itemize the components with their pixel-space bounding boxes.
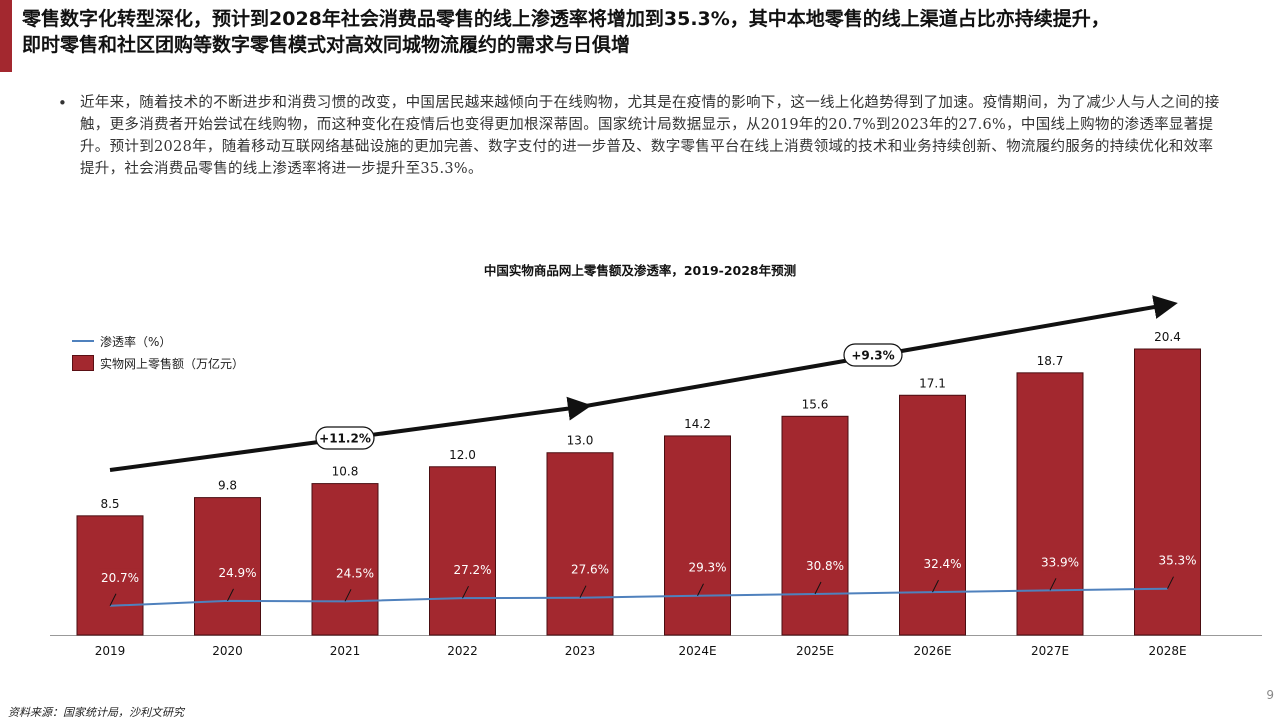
leader-line — [814, 581, 822, 595]
bar-2022 — [429, 466, 496, 636]
penetration-label: 35.3% — [1158, 554, 1196, 568]
bar-2023 — [546, 452, 614, 636]
x-tick-label: 2025E — [796, 644, 834, 658]
page-title: 零售数字化转型深化，预计到2028年社会消费品零售的线上渗透率将增加到35.3%… — [22, 6, 1262, 58]
line-swatch-icon — [72, 340, 94, 342]
penetration-label-bg — [1156, 551, 1199, 569]
bar-value-label: 10.8 — [332, 465, 359, 479]
penetration-label-bg — [216, 563, 259, 581]
legend-label-sales: 实物网上零售额（万亿元） — [100, 356, 245, 371]
bar-value-label: 8.5 — [100, 497, 119, 511]
body-paragraph-text: 近年来，随着技术的不断进步和消费习惯的改变，中国居民越来越倾向于在线购物，尤其是… — [80, 95, 1220, 177]
bar-2026E — [899, 394, 966, 636]
leader-line — [1167, 576, 1174, 589]
penetration-label: 29.3% — [688, 561, 726, 575]
source-note: 资料来源：国家统计局，沙利文研究 — [8, 706, 184, 719]
penetration-label: 33.9% — [1041, 555, 1079, 569]
legend-label-penetration: 渗透率（%） — [100, 334, 172, 349]
penetration-line — [109, 587, 1168, 607]
legend-item-penetration: 渗透率（%） — [72, 330, 244, 352]
bar-value-label: 20.4 — [1154, 330, 1181, 344]
page-number: 9 — [1266, 688, 1274, 702]
x-tick-label: 2023 — [565, 644, 596, 658]
bar-value-label: 17.1 — [919, 376, 946, 390]
penetration-label-bg — [686, 558, 729, 576]
leader-line — [344, 589, 352, 602]
chart-title: 中国实物商品网上零售额及渗透率，2019-2028年预测 — [483, 263, 797, 278]
leader-line — [227, 588, 234, 602]
leader-line — [109, 593, 117, 607]
leader-line — [932, 579, 939, 593]
growth-label: +11.2% — [319, 432, 371, 446]
penetration-label: 27.6% — [571, 563, 609, 577]
body-paragraph: • 近年来，随着技术的不断进步和消费习惯的改变，中国居民越来越倾向于在线购物，尤… — [58, 92, 1228, 180]
x-tick-label: 2024E — [678, 644, 716, 658]
penetration-label-bg — [569, 560, 611, 578]
penetration-label-bg — [1039, 553, 1081, 571]
bar-value-label: 12.0 — [449, 448, 476, 462]
bar-value-label: 18.7 — [1037, 354, 1064, 368]
growth-badge — [315, 426, 375, 450]
bar-2027E — [1016, 372, 1084, 636]
bar-2028E — [1134, 348, 1201, 636]
x-tick-label: 2022 — [447, 644, 478, 658]
bar-value-label: 9.8 — [218, 479, 237, 493]
accent-bar — [0, 0, 12, 72]
page-title-line-2: 即时零售和社区团购等数字零售模式对高效同城物流履约的需求与日俱增 — [22, 34, 631, 56]
x-tick-label: 2026E — [913, 644, 951, 658]
penetration-label: 30.8% — [806, 559, 844, 573]
x-tick-label: 2021 — [330, 644, 361, 658]
penetration-label: 24.9% — [218, 566, 256, 580]
penetration-label: 20.7% — [101, 571, 139, 585]
legend-item-sales: 实物网上零售额（万亿元） — [72, 352, 244, 374]
bullet-dot-icon: • — [58, 94, 67, 112]
penetration-label-bg — [804, 556, 846, 574]
bar-2025E — [781, 415, 849, 636]
penetration-label-bg — [99, 568, 141, 586]
x-tick-label: 2027E — [1031, 644, 1069, 658]
penetration-label: 24.5% — [336, 566, 374, 580]
leader-line — [462, 585, 469, 599]
bar-value-label: 15.6 — [802, 397, 829, 411]
growth-label: +9.3% — [851, 349, 894, 363]
leader-line — [579, 585, 587, 598]
x-tick-label: 2019 — [95, 644, 126, 658]
penetration-label-bg — [334, 564, 376, 582]
leader-line — [1049, 578, 1057, 591]
penetration-label-bg — [921, 555, 964, 573]
bar-value-label: 14.2 — [684, 417, 711, 431]
bar-value-label: 13.0 — [567, 434, 594, 448]
bar-swatch-icon — [72, 355, 94, 371]
x-tick-label: 2028E — [1148, 644, 1186, 658]
penetration-label: 32.4% — [923, 557, 961, 571]
chart-legend: 渗透率（%） 实物网上零售额（万亿元） — [72, 330, 244, 374]
bar-2024E — [664, 435, 731, 636]
penetration-label-bg — [451, 561, 494, 579]
x-tick-label: 2020 — [212, 644, 243, 658]
bar-2021 — [311, 483, 379, 636]
growth-badge — [843, 343, 903, 367]
penetration-label: 27.2% — [453, 563, 491, 577]
leader-line — [697, 583, 704, 596]
page-title-line-1: 零售数字化转型深化，预计到2028年社会消费品零售的线上渗透率将增加到35.3%… — [22, 8, 1110, 30]
